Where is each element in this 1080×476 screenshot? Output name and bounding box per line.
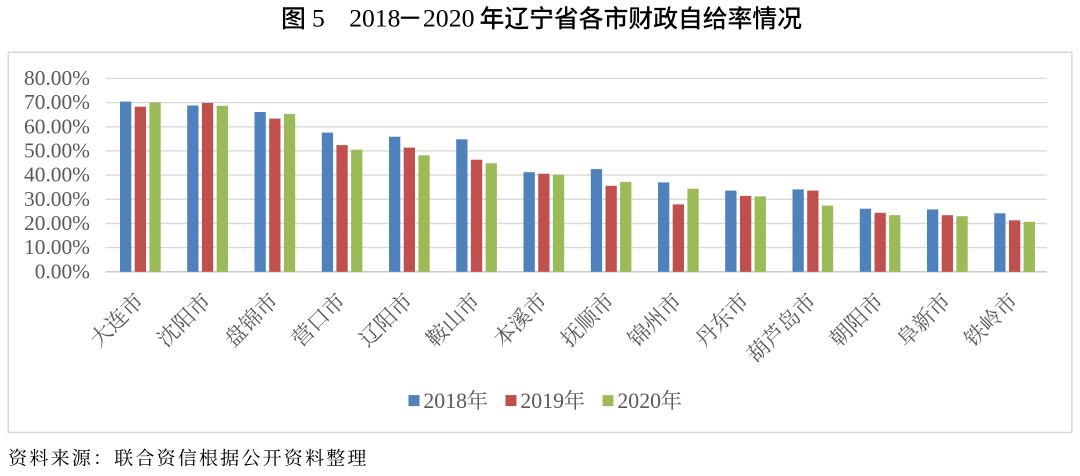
svg-text:0.00%: 0.00% bbox=[35, 259, 90, 283]
svg-text:80.00%: 80.00% bbox=[24, 66, 90, 90]
svg-text:5: 5 bbox=[312, 3, 325, 32]
svg-text:10.00%: 10.00% bbox=[24, 235, 90, 259]
svg-text:60.00%: 60.00% bbox=[24, 114, 90, 138]
svg-text:2019: 2019 bbox=[520, 389, 564, 413]
svg-text:2020: 2020 bbox=[617, 389, 661, 413]
svg-text:40.00%: 40.00% bbox=[24, 163, 90, 187]
svg-text:30.00%: 30.00% bbox=[24, 187, 90, 211]
svg-text:2020: 2020 bbox=[423, 3, 475, 32]
svg-text:2018: 2018 bbox=[349, 3, 400, 32]
svg-text:70.00%: 70.00% bbox=[24, 90, 90, 114]
svg-text:50.00%: 50.00% bbox=[24, 139, 90, 163]
svg-text:20.00%: 20.00% bbox=[24, 211, 90, 235]
svg-text:2018: 2018 bbox=[423, 389, 467, 413]
